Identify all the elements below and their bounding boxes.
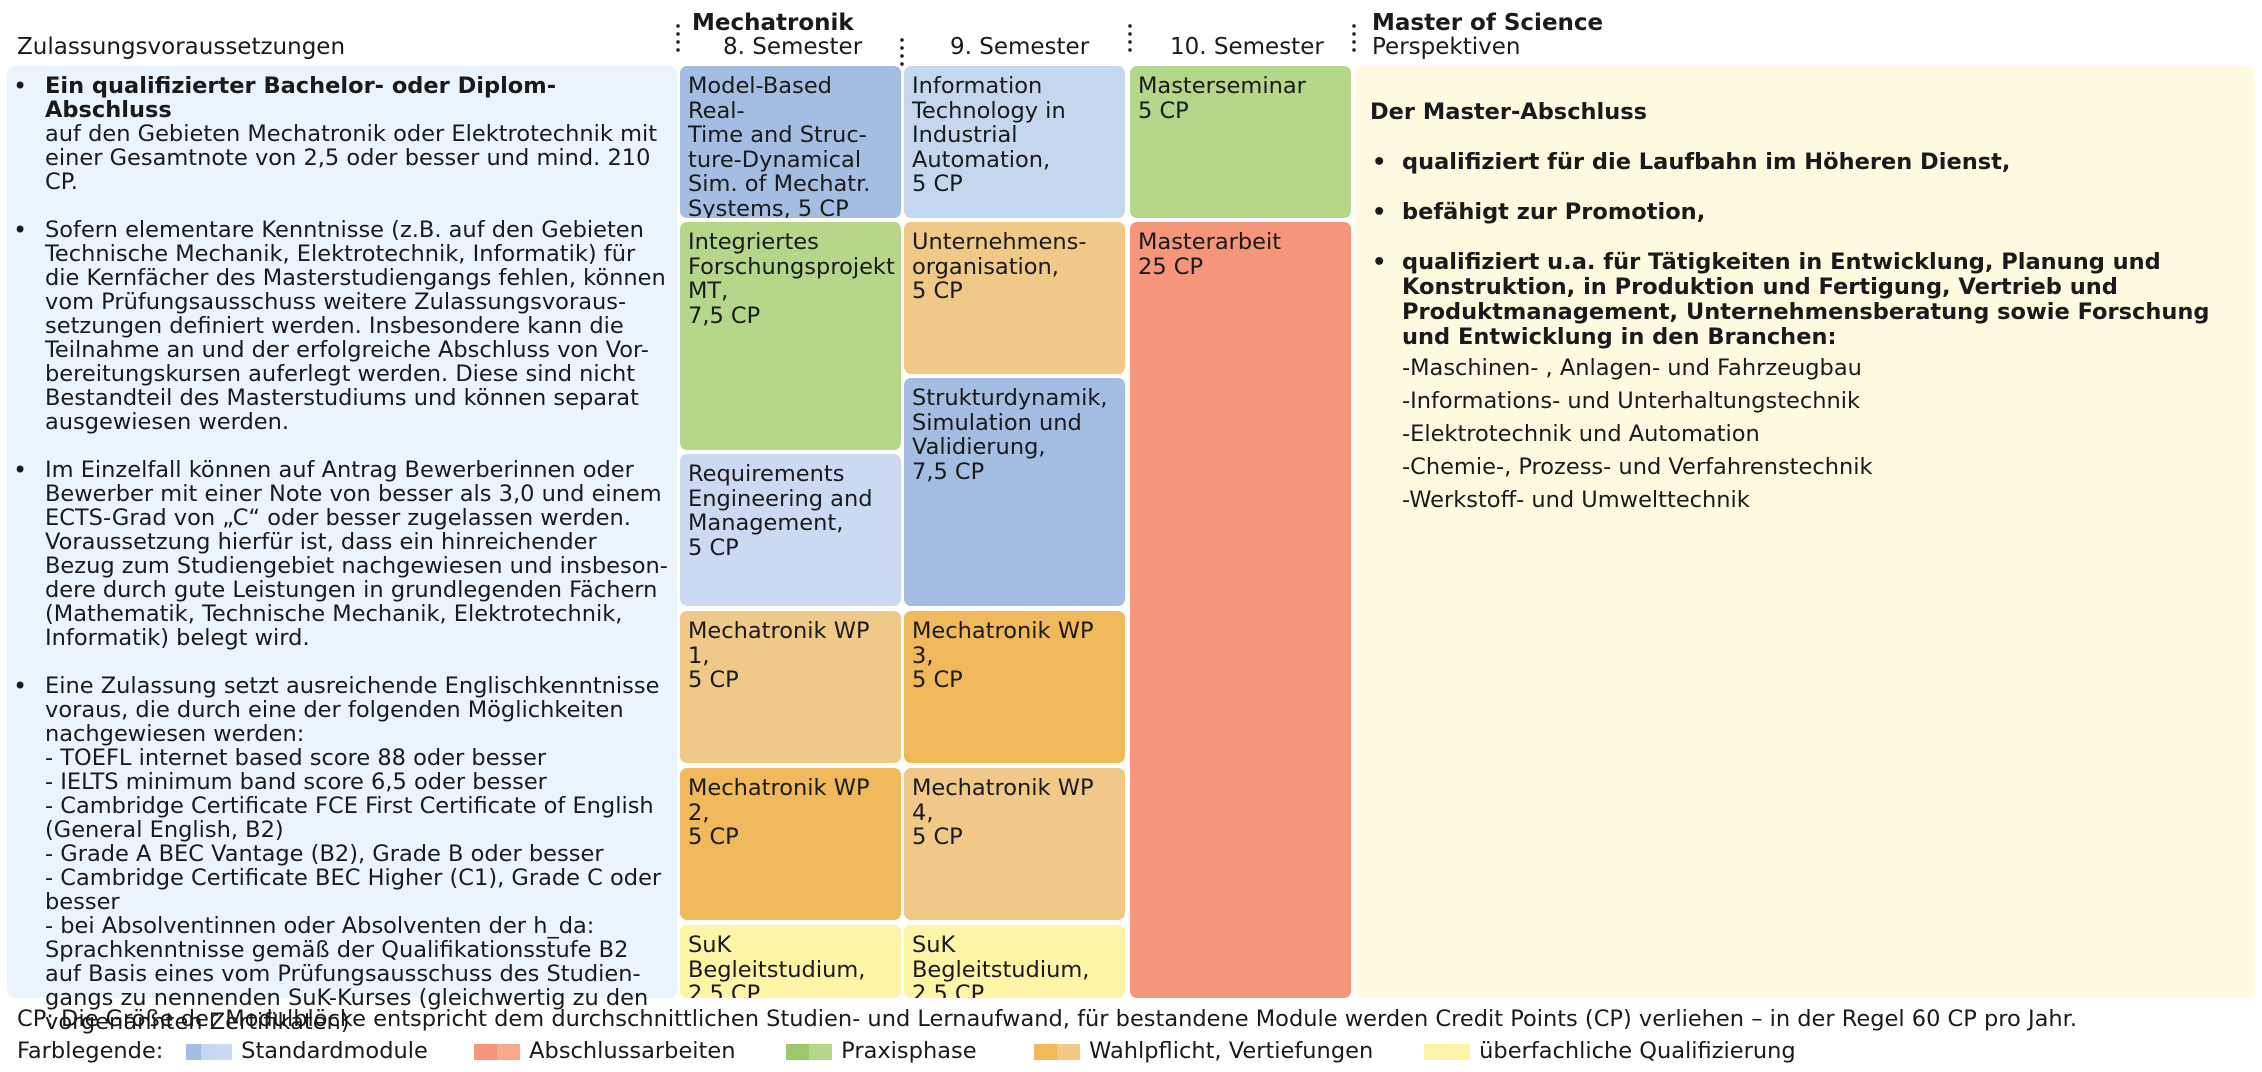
bullet-icon: • [1372, 149, 1387, 175]
legend-standard: Standardmodule [186, 1038, 428, 1064]
program-title: Mechatronik [692, 10, 854, 36]
cp-note: CP: Die Größe der Modulblöcke entspricht… [17, 1006, 2077, 1032]
perspective-item: • qualifiziert für die Laufbahn im Höhere… [1372, 149, 2011, 175]
module-unternehmensorganisation: Unternehmens- organisation, 5 CP [904, 222, 1125, 374]
perspectives-heading: Perspektiven [1372, 34, 1521, 60]
module-suk-begleitstudium: SuK Begleitstudium, 2,5 CP [680, 925, 901, 998]
bullet-icon: • [13, 72, 28, 100]
legend-elective: Wahlpflicht, Vertiefungen [1034, 1038, 1373, 1064]
branch-item: -Informations- und Unterhaltungstechnik [1402, 388, 1861, 414]
module-suk-begleitstudium: SuK Begleitstudium, 2,5 CP [904, 925, 1125, 998]
requirement-item: • Ein qualifizierter Bachelor- oder Dipl… [11, 74, 671, 194]
branch-item: -Chemie-, Prozess- und Verfahrenstechnik [1402, 454, 1873, 480]
swatch-thesis-icon [474, 1043, 520, 1060]
column-divider [1352, 22, 1356, 56]
requirements-panel: • Ein qualifizierter Bachelor- oder Dipl… [7, 66, 677, 1034]
perspective-item: • qualifiziert u.a. für Tätigkeiten in En… [1372, 249, 2210, 350]
swatch-practice-icon [786, 1043, 832, 1060]
semester-9-heading: 9. Semester [950, 34, 1090, 60]
semester-8-heading: 8. Semester [723, 34, 863, 60]
module-mechatronik-wp3: Mechatronik WP 3, 5 CP [904, 611, 1125, 763]
module-model-based-simulation: Model-Based Real- Time and Struc- ture-D… [680, 66, 901, 218]
perspectives-panel: Der Master-Abschluss • qualifiziert für d… [1355, 66, 2255, 998]
module-masterarbeit: Masterarbeit 25 CP [1130, 222, 1351, 998]
module-masterseminar: Masterseminar 5 CP [1130, 66, 1351, 218]
module-research-project: Integriertes Forschungsprojekt MT, 7,5 C… [680, 222, 901, 450]
legend-qualification: überfachliche Qualifizierung [1424, 1038, 1796, 1064]
requirement-text: auf den Gebieten Mechatronik oder Elektr… [45, 121, 658, 195]
module-mechatronik-wp4: Mechatronik WP 4, 5 CP [904, 768, 1125, 920]
requirement-text: Eine Zulassung setzt ausreichende Englis… [45, 673, 662, 1035]
legend-practice: Praxisphase [786, 1038, 977, 1064]
legend-label: Farblegende: [17, 1038, 164, 1064]
branch-item: -Werkstoff- und Umwelttechnik [1402, 487, 1750, 513]
swatch-qualification-icon [1424, 1043, 1470, 1060]
swatch-standard-icon [186, 1043, 232, 1060]
requirements-heading: Zulassungsvoraussetzungen [17, 34, 346, 60]
degree-title: Master of Science [1372, 10, 1604, 36]
requirement-item: • Sofern elementare Kenntnisse (z.B. auf… [11, 218, 671, 434]
module-requirements-engineering: Requirements Engineering and Management,… [680, 454, 901, 606]
swatch-elective-icon [1034, 1043, 1080, 1060]
requirement-text: Im Einzelfall können auf Antrag Bewerber… [45, 457, 668, 651]
requirement-item: • Eine Zulassung setzt ausreichende Engl… [11, 674, 671, 1034]
requirement-item: • Im Einzelfall können auf Antrag Bewerb… [11, 458, 671, 650]
module-information-technology: Information Technology in Industrial Aut… [904, 66, 1125, 218]
column-divider [1128, 22, 1132, 56]
column-divider [676, 22, 680, 56]
bullet-icon: • [13, 456, 28, 484]
branch-item: -Elektrotechnik und Automation [1402, 421, 1760, 447]
requirement-bold: Ein qualifizierter Bachelor- oder Diplom… [45, 73, 557, 123]
module-strukturdynamik: Strukturdynamik, Simulation und Validier… [904, 378, 1125, 606]
bullet-icon: • [13, 216, 28, 244]
perspectives-title: Der Master-Abschluss [1370, 99, 1648, 125]
module-mechatronik-wp1: Mechatronik WP 1, 5 CP [680, 611, 901, 763]
bullet-icon: • [1372, 199, 1387, 225]
column-divider [900, 36, 904, 70]
bullet-icon: • [13, 672, 28, 700]
perspective-item: • befähigt zur Promotion, [1372, 199, 1706, 225]
requirement-text: Sofern elementare Kenntnisse (z.B. auf d… [45, 217, 666, 435]
branch-item: -Maschinen- , Anlagen- und Fahrzeugbau [1402, 355, 1862, 381]
semester-10-heading: 10. Semester [1170, 34, 1324, 60]
module-mechatronik-wp2: Mechatronik WP 2, 5 CP [680, 768, 901, 920]
legend-thesis: Abschlussarbeiten [474, 1038, 735, 1064]
bullet-icon: • [1372, 249, 1387, 275]
